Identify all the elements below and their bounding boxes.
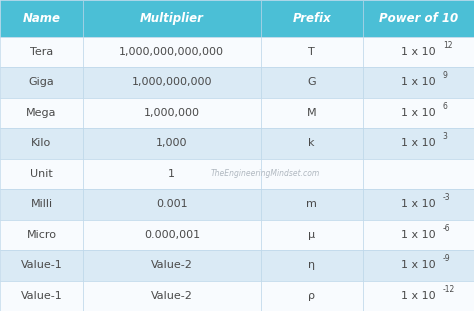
Bar (363, 128, 474, 159)
Text: 1: 1 (168, 169, 175, 179)
Bar (261, 98, 363, 128)
Bar (0, 0, 83, 37)
Bar (83, 128, 261, 159)
Text: -6: -6 (443, 224, 450, 233)
Bar (83, 98, 261, 128)
Bar (363, 98, 474, 128)
Text: Name: Name (22, 12, 61, 25)
Text: TheEngineeringMindset.com: TheEngineeringMindset.com (211, 169, 320, 178)
Bar (261, 159, 363, 189)
Text: 1 x 10: 1 x 10 (401, 138, 436, 148)
Text: Micro: Micro (27, 230, 56, 240)
Text: Mega: Mega (26, 108, 57, 118)
Text: G: G (307, 77, 316, 87)
Text: Value-1: Value-1 (20, 260, 63, 270)
Bar (363, 250, 474, 281)
Text: 1 x 10: 1 x 10 (401, 77, 436, 87)
Bar (0, 37, 83, 67)
Bar (83, 250, 261, 281)
Text: 1,000,000,000: 1,000,000,000 (132, 77, 212, 87)
Bar (0, 250, 83, 281)
Bar (0, 67, 83, 98)
Bar (0, 220, 83, 250)
Bar (363, 189, 474, 220)
Bar (261, 128, 363, 159)
Text: Multiplier: Multiplier (140, 12, 204, 25)
Text: Value-2: Value-2 (151, 260, 193, 270)
Text: Value-1: Value-1 (20, 291, 63, 301)
Bar (261, 281, 363, 311)
Bar (0, 281, 83, 311)
Bar (261, 220, 363, 250)
Text: 0.000,001: 0.000,001 (144, 230, 200, 240)
Bar (363, 159, 474, 189)
Text: 1 x 10: 1 x 10 (401, 291, 436, 301)
Text: 3: 3 (443, 132, 447, 141)
Bar (363, 67, 474, 98)
Text: η: η (308, 260, 315, 270)
Text: Prefix: Prefix (292, 12, 331, 25)
Text: 1,000: 1,000 (156, 138, 188, 148)
Text: Tera: Tera (30, 47, 53, 57)
Bar (363, 0, 474, 37)
Text: M: M (307, 108, 317, 118)
Bar (363, 37, 474, 67)
Text: 6: 6 (443, 102, 447, 111)
Bar (83, 189, 261, 220)
Text: m: m (306, 199, 317, 209)
Text: μ: μ (308, 230, 315, 240)
Text: -12: -12 (443, 285, 455, 294)
Text: 1 x 10: 1 x 10 (401, 199, 436, 209)
Text: 1,000,000,000,000: 1,000,000,000,000 (119, 47, 224, 57)
Text: ρ: ρ (308, 291, 315, 301)
Bar (363, 281, 474, 311)
Text: Power of 10: Power of 10 (379, 12, 458, 25)
Text: Kilo: Kilo (31, 138, 52, 148)
Bar (83, 220, 261, 250)
Text: Unit: Unit (30, 169, 53, 179)
Text: Value-2: Value-2 (151, 291, 193, 301)
Text: T: T (308, 47, 315, 57)
Text: 1 x 10: 1 x 10 (401, 230, 436, 240)
Text: 1,000,000: 1,000,000 (144, 108, 200, 118)
Text: Giga: Giga (28, 77, 55, 87)
Text: 1 x 10: 1 x 10 (401, 260, 436, 270)
Bar (261, 37, 363, 67)
Text: 1 x 10: 1 x 10 (401, 108, 436, 118)
Bar (0, 189, 83, 220)
Bar (83, 37, 261, 67)
Bar (0, 159, 83, 189)
Bar (83, 67, 261, 98)
Bar (261, 250, 363, 281)
Text: 0.001: 0.001 (156, 199, 188, 209)
Bar (261, 189, 363, 220)
Text: -3: -3 (443, 193, 450, 202)
Text: Milli: Milli (30, 199, 53, 209)
Bar (83, 159, 261, 189)
Text: k: k (309, 138, 315, 148)
Bar (363, 220, 474, 250)
Bar (0, 98, 83, 128)
Text: 12: 12 (443, 41, 452, 50)
Text: -9: -9 (443, 254, 450, 263)
Bar (83, 281, 261, 311)
Bar (0, 128, 83, 159)
Text: 9: 9 (443, 71, 447, 80)
Text: 1 x 10: 1 x 10 (401, 47, 436, 57)
Bar (83, 0, 261, 37)
Bar (261, 0, 363, 37)
Bar (261, 67, 363, 98)
